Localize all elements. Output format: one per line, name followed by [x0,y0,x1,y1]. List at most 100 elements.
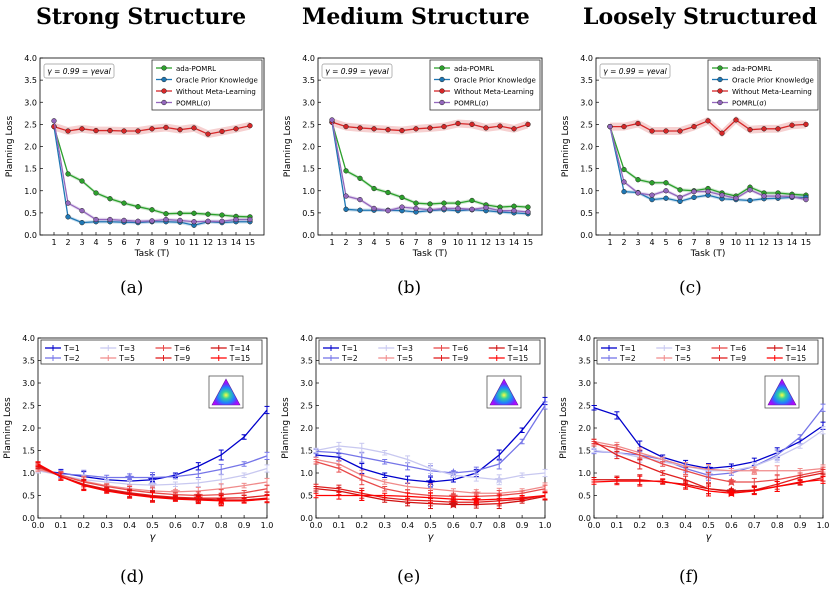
data-point [469,197,475,204]
data-point [663,195,669,201]
x-tick-label: 14 [231,238,241,247]
data-point [705,118,711,124]
x-axis-label: γ [706,532,713,543]
data-point [441,123,447,130]
data-point [691,123,697,130]
data-point [219,212,225,218]
column-title-medium: Medium Structure [302,4,530,30]
data-point [65,214,71,220]
y-tick-label: 2.0 [300,424,313,433]
data-point [121,128,127,134]
x-tick-label: 4 [93,238,98,247]
x-tick-label: 5 [107,238,112,247]
data-point [177,217,183,224]
data-point [803,121,809,128]
data-point [121,217,127,224]
data-point [107,127,113,134]
data-point [525,204,531,210]
data-point [93,216,99,223]
legend-label: POMRL(σ) [454,100,489,108]
data-point [621,123,627,130]
data-point [343,206,349,212]
x-tick-label: 0.0 [310,521,323,530]
legend-label: Oracle Prior Knowledge [732,77,814,85]
y-tick-label: 2.0 [22,424,35,433]
legend-label: T=9 [452,354,469,363]
data-point [399,127,405,134]
y-tick-label: 3.5 [300,357,313,366]
x-tick-label: 0.0 [32,521,45,530]
data-point [455,205,461,212]
x-tick-label: 4 [649,238,654,247]
y-tick-label: 2.5 [22,402,35,411]
x-tick-label: 0.3 [100,521,113,530]
x-tick-label: 0.4 [401,521,414,530]
legend-label: T=5 [674,354,691,363]
y-tick-label: 0.5 [24,209,37,218]
legend-marker [161,88,167,94]
x-tick-label: 3 [357,238,362,247]
data-point [677,194,683,201]
data-point [385,189,391,196]
data-point [455,200,461,206]
x-axis-label: γ [428,532,435,543]
x-tick-label: 15 [523,238,533,247]
x-tick-label: 10 [175,238,185,247]
legend-label: T=15 [785,354,807,363]
data-point [663,188,669,194]
x-tick-label: 3 [79,238,84,247]
legend-label: T=14 [507,344,529,353]
data-point [635,190,641,196]
data-point [357,196,363,203]
legend-marker [717,76,723,83]
data-point [761,193,767,199]
x-tick-label: 0.2 [77,521,90,530]
column-title-strong: Strong Structure [36,4,247,30]
data-point [385,127,391,133]
legend-label: T=5 [396,354,413,363]
y-tick-label: 3.5 [22,357,35,366]
y-tick-label: 2.5 [302,120,315,129]
x-tick-label: 6 [121,238,126,247]
x-tick-label: 0.1 [611,521,624,530]
data-point [107,216,113,223]
x-tick-label: 0.2 [633,521,646,530]
x-tick-label: 2 [621,238,626,247]
legend-label: T=3 [674,344,691,353]
x-tick-label: 11 [467,238,477,247]
data-point [789,122,795,128]
data-point [93,190,99,196]
y-tick-label: 2.5 [300,402,313,411]
y-tick-label: 3.5 [578,357,591,366]
data-point [663,128,669,134]
legend-label: T=14 [785,344,807,353]
y-tick-label: 2.0 [578,424,591,433]
caption-f: (f) [679,567,699,587]
y-tick-label: 4.0 [300,334,313,343]
data-point [483,204,489,211]
optimum-star-marker [147,480,158,490]
caption-e: (e) [397,567,421,587]
y-tick-label: 2.5 [24,120,37,129]
data-point [677,187,683,193]
y-tick-label: 4.0 [578,334,591,343]
gamma-annotation-box [43,63,115,79]
y-tick-label: 3.0 [302,98,315,107]
data-point [135,204,141,210]
legend-label: T=3 [118,344,135,353]
legend-box [40,339,263,365]
x-tick-label: 0.8 [771,521,784,530]
data-point [649,192,655,198]
legend-label: T=15 [229,354,251,363]
legend-label: T=3 [396,344,413,353]
legend-label: T=2 [619,354,636,363]
data-point [343,168,349,174]
y-tick-label: 0.5 [22,492,35,501]
x-tick-label: 10 [453,238,463,247]
y-tick-label: 1.0 [22,469,35,478]
x-tick-label: 14 [787,238,797,247]
y-tick-label: 2.0 [24,143,37,152]
data-point [65,171,71,177]
chart-d: 0.0 0.5 1.0 1.5 2.0 2.5 3.0 3.5 4.0 0.0 0.1 0.2 0.3 0… [3,334,273,543]
x-tick-label: 12 [203,238,213,247]
